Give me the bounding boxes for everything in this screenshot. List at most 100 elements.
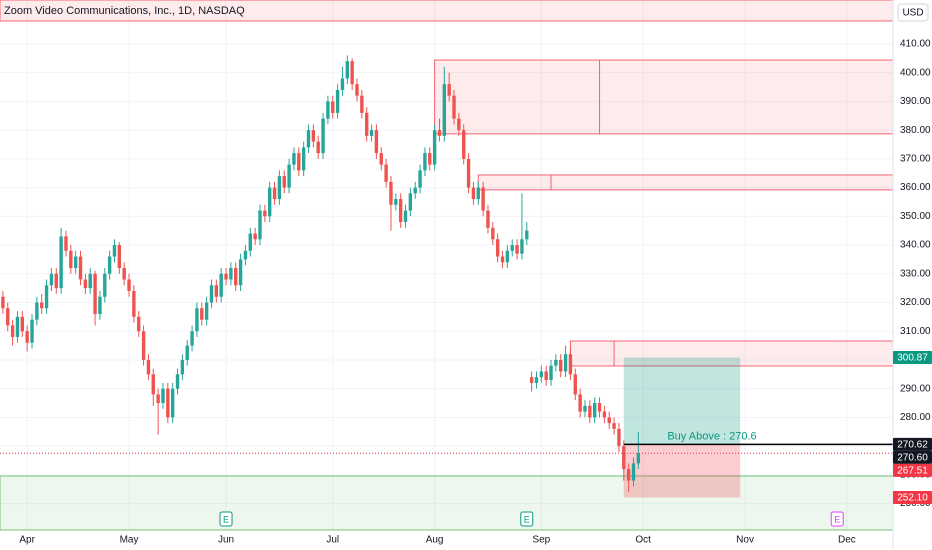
- candle-body: [238, 259, 243, 286]
- candle-body: [321, 118, 325, 154]
- x-tick-label: Aug: [426, 535, 444, 546]
- candle-body: [316, 141, 320, 154]
- candle-body: [112, 245, 117, 257]
- candle-body: [442, 84, 447, 136]
- price-tag-label: 270.60: [897, 452, 928, 463]
- candle-body: [607, 417, 611, 424]
- candle-body: [350, 61, 354, 85]
- candle-body: [432, 130, 437, 165]
- candle-body: [190, 331, 194, 346]
- grid: [0, 0, 893, 530]
- candle-body: [340, 78, 345, 90]
- candle-body: [437, 130, 442, 136]
- candle-body: [272, 187, 277, 200]
- candle-body: [258, 210, 262, 240]
- candle-body: [234, 268, 238, 286]
- candle-body: [122, 268, 126, 280]
- event-label: E: [223, 514, 229, 524]
- currency-box[interactable]: [897, 3, 929, 22]
- candle-body: [73, 256, 78, 269]
- candle-body: [602, 411, 607, 418]
- candle-body: [369, 130, 374, 136]
- candle-body: [44, 285, 49, 309]
- candle-body: [549, 365, 553, 381]
- price-tag: [893, 463, 932, 477]
- y-tick-label: 290.00: [900, 383, 931, 394]
- candle-body: [452, 95, 456, 119]
- candle-body: [457, 118, 461, 131]
- chart-title: Zoom Video Communications, Inc., 1D, NAS…: [4, 5, 245, 17]
- candle-body: [622, 446, 626, 470]
- price-tag: [893, 491, 932, 505]
- candle-body: [554, 359, 558, 366]
- candle-body: [588, 405, 592, 418]
- price-tag: [893, 437, 932, 451]
- event-label: E: [524, 514, 530, 524]
- position-stop: [623, 444, 741, 498]
- candle-body: [505, 250, 510, 263]
- candle-body: [476, 187, 480, 200]
- price-tag-label: 300.87: [897, 353, 928, 364]
- candle-body: [103, 273, 107, 297]
- candle-body: [64, 236, 68, 251]
- zones: [0, 0, 894, 531]
- candle-body: [462, 130, 466, 159]
- candle-body: [166, 388, 170, 418]
- candle-body: [170, 388, 175, 418]
- candle-body: [428, 153, 432, 165]
- candle-body: [49, 273, 54, 286]
- zone: [0, 475, 894, 531]
- y-tick-label: 380.00: [900, 125, 931, 136]
- y-tick-label: 310.00: [900, 326, 931, 337]
- candle-body: [10, 325, 15, 337]
- candle-body: [297, 153, 301, 171]
- x-tick-label: Nov: [736, 535, 754, 546]
- candle-body: [544, 371, 548, 381]
- price-tag-label: 267.51: [897, 465, 928, 476]
- candle-body: [20, 316, 25, 332]
- candle-body: [209, 285, 214, 303]
- candle-body: [384, 164, 388, 182]
- candle-body: [495, 239, 500, 257]
- candle-body: [1, 296, 5, 309]
- candle-body: [491, 227, 495, 240]
- candle-body: [35, 302, 39, 320]
- candle-body: [78, 256, 83, 280]
- y-tick-label: 400.00: [900, 67, 931, 78]
- candle-body: [204, 302, 209, 320]
- candle-body: [54, 273, 58, 289]
- price-tag: [893, 450, 932, 464]
- price-tag: [893, 350, 932, 364]
- candle-body: [447, 84, 451, 96]
- candle-body: [520, 239, 524, 254]
- candle-body: [636, 453, 641, 464]
- candle-body: [248, 233, 252, 251]
- candle-body: [69, 250, 73, 269]
- event-marker: [830, 511, 844, 527]
- y-tick-label: 410.00: [900, 39, 931, 50]
- candle-body: [15, 316, 20, 337]
- candle-body: [631, 463, 636, 481]
- candle-body: [481, 187, 485, 211]
- candle-body: [486, 210, 490, 228]
- candle-body: [510, 245, 514, 251]
- candle-body: [107, 256, 112, 274]
- candle-body: [287, 164, 291, 188]
- x-tick-label: Oct: [635, 535, 651, 546]
- candle-body: [253, 233, 257, 240]
- candle-body: [306, 130, 311, 148]
- candle-body: [132, 290, 136, 317]
- candle-body: [214, 285, 219, 297]
- candle-body: [243, 250, 248, 260]
- candle-body: [539, 371, 544, 378]
- candle-body: [282, 176, 286, 188]
- candle-body: [515, 245, 519, 254]
- candle-body: [394, 199, 398, 205]
- candle-body: [500, 256, 505, 263]
- zone: [477, 174, 894, 191]
- candle-body: [534, 377, 539, 383]
- candle-body: [301, 147, 306, 171]
- y-tick-label: 350.00: [900, 211, 931, 222]
- candle-body: [529, 377, 534, 383]
